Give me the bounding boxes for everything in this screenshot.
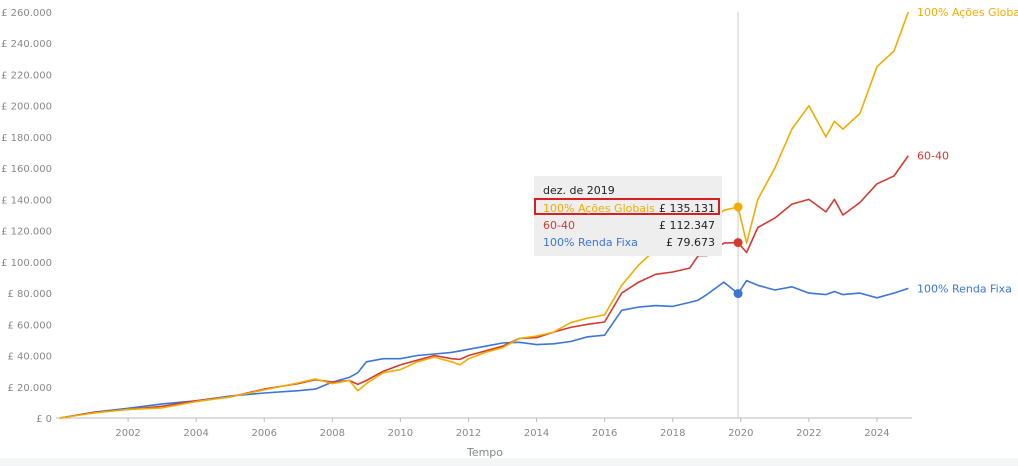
bottom-strip (0, 458, 1018, 466)
tooltip-title: dez. de 2019 (543, 184, 615, 197)
tooltip-series-name: 100% Ações Globais (543, 202, 655, 215)
y-tick-label: £ 0 (36, 414, 52, 425)
x-tick-label: 2016 (592, 428, 617, 439)
y-tick-label: £ 140.000 (1, 195, 52, 206)
tooltip-series-name: 100% Renda Fixa (543, 236, 638, 249)
tooltip-highlight-box (534, 198, 720, 215)
tooltip-series-value: £ 112.347 (659, 219, 715, 232)
hover-point-acoes-globais (733, 202, 743, 212)
tooltip-row-renda-fixa: 100% Renda Fixa £ 79.673 (543, 236, 715, 250)
x-tick-label: 2006 (252, 428, 277, 439)
hover-points (733, 202, 743, 299)
y-axis: £ 0 £ 20.000 £ 40.000 £ 60.000 £ 80.000 £ 100… (1, 8, 52, 425)
y-tick-label: £ 240.000 (1, 39, 52, 50)
series-line-renda-fixa (59, 279, 909, 419)
hover-point-renda-fixa (733, 289, 743, 299)
y-tick-label: £ 20.000 (7, 383, 52, 394)
hover-point-60-40 (733, 238, 743, 248)
series-line-acoes-globais (59, 11, 910, 419)
y-tick-label: £ 60.000 (7, 320, 52, 331)
y-tick-label: £ 180.000 (1, 133, 52, 144)
series-labels: 100% Ações Globais 60-40 100% Renda Fixa (917, 6, 1018, 295)
x-axis-title: Tempo (466, 446, 503, 459)
hover-tooltip: dez. de 2019 100% Ações Globais £ 135.13… (534, 176, 722, 256)
x-tick-label: 2008 (320, 428, 345, 439)
x-tick-label: 2018 (660, 428, 685, 439)
series-label-acoes-globais: 100% Ações Globais (917, 6, 1018, 19)
x-axis: 2002 2004 2006 2008 2010 2012 2014 2016 2018 2020… (56, 417, 912, 439)
x-tick-label: 2012 (456, 428, 481, 439)
x-tick-label: 2004 (183, 428, 208, 439)
y-tick-label: £ 220.000 (1, 70, 52, 81)
y-tick-label: £ 200.000 (1, 102, 52, 113)
y-tick-label: £ 160.000 (1, 164, 52, 175)
tooltip-series-value: £ 79.673 (666, 236, 715, 249)
x-tick-label: 2020 (728, 428, 753, 439)
tooltip-row-60-40: 60-40 £ 112.347 (543, 219, 715, 233)
y-tick-label: £ 80.000 (7, 289, 52, 300)
x-tick-label: 2022 (796, 428, 821, 439)
x-tick-label: 2024 (864, 428, 889, 439)
series-label-60-40: 60-40 (917, 150, 949, 163)
tooltip-series-value: £ 135.131 (659, 202, 715, 215)
y-tick-label: £ 100.000 (1, 258, 52, 269)
y-tick-label: £ 260.000 (1, 8, 52, 19)
series-line-60-40 (59, 155, 909, 419)
tooltip-series-name: 60-40 (543, 219, 575, 232)
tooltip-row-acoes: 100% Ações Globais £ 135.131 (543, 202, 715, 216)
x-tick-label: 2014 (524, 428, 549, 439)
y-tick-label: £ 120.000 (1, 227, 52, 238)
x-tick-label: 2002 (115, 428, 140, 439)
x-tick-label: 2010 (388, 428, 413, 439)
series-lines (59, 11, 910, 419)
y-tick-label: £ 40.000 (7, 352, 52, 363)
series-label-renda-fixa: 100% Renda Fixa (917, 282, 1012, 295)
